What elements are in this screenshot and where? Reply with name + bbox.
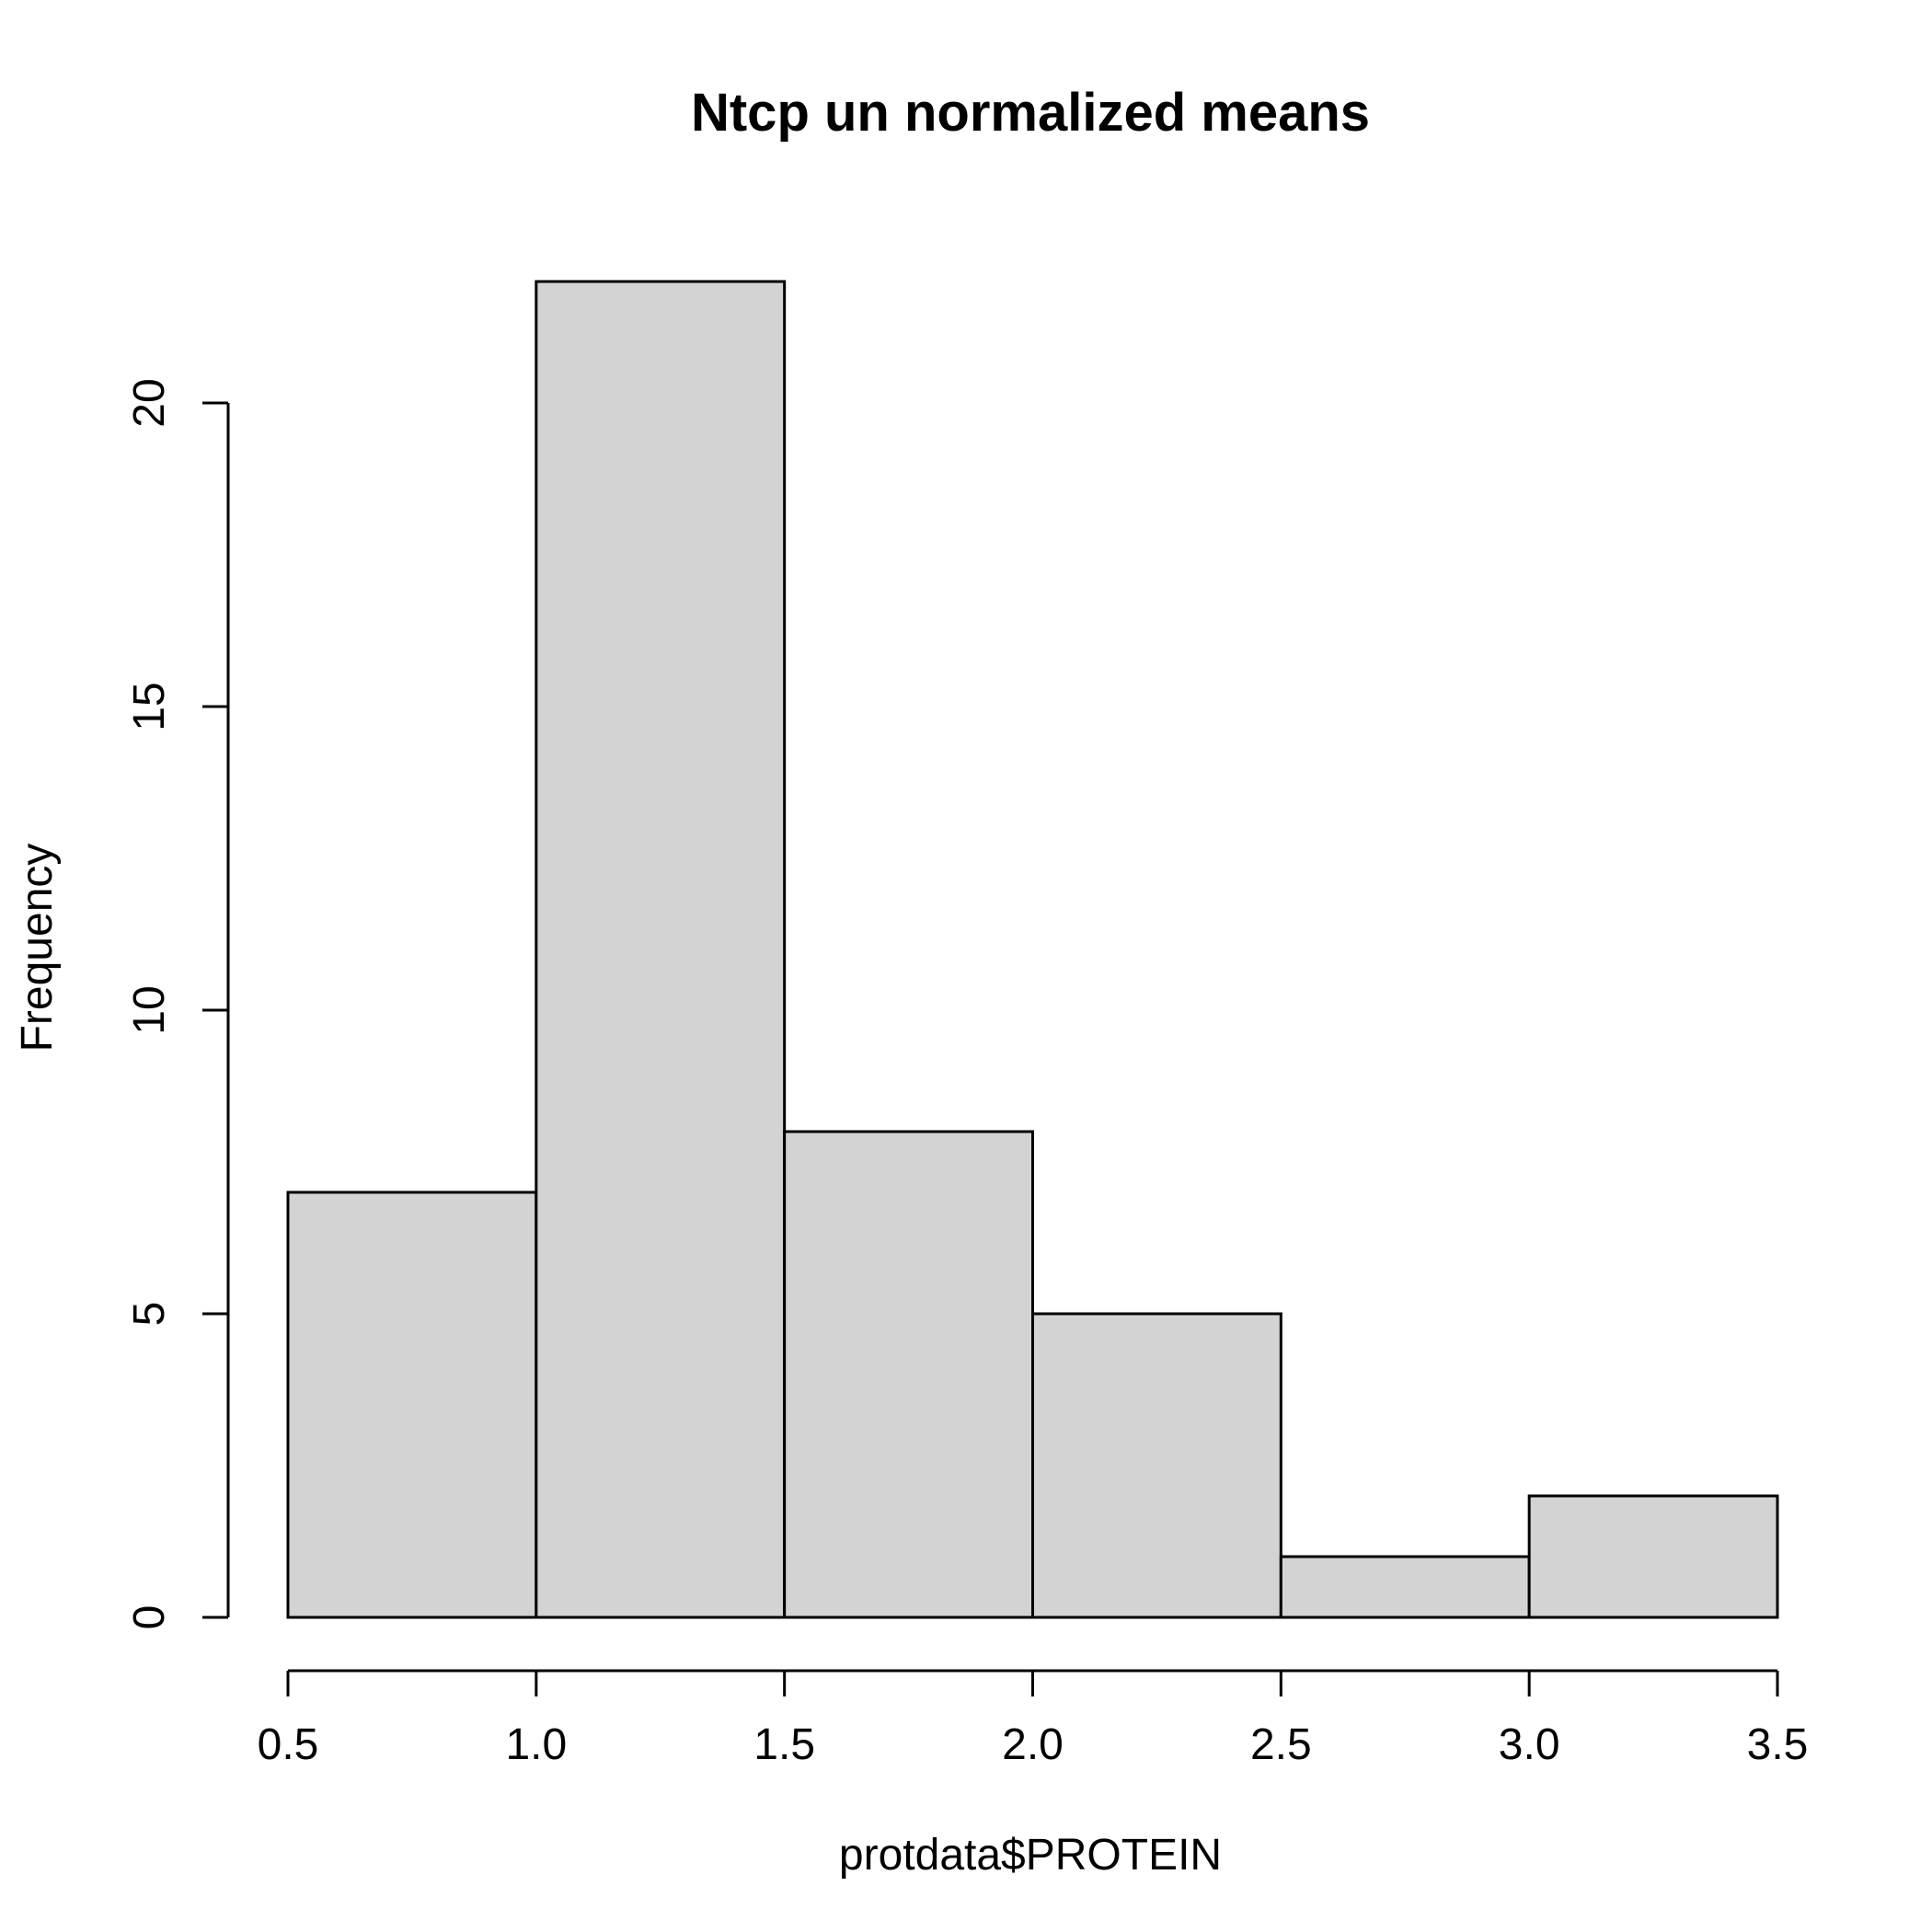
x-axis-label: protdata$PROTEIN [839, 1831, 1222, 1880]
x-tick-label: 1.0 [505, 1720, 567, 1769]
y-tick-label: 10 [125, 985, 174, 1034]
histogram-bar-5 [1279, 1555, 1531, 1619]
y-axis: 0 5 10 15 20 [125, 378, 230, 1630]
x-tick-label: 2.0 [1002, 1720, 1064, 1769]
x-tick-label: 3.0 [1499, 1720, 1560, 1769]
chart-title: Ntcp un normalized means [691, 83, 1370, 143]
bars-group [286, 280, 1779, 1619]
histogram-bar-6 [1527, 1494, 1779, 1619]
y-tick-label: 5 [125, 1302, 174, 1327]
y-tick-label: 20 [125, 378, 174, 427]
histogram-bar-4 [1031, 1312, 1282, 1619]
x-axis: 0.5 1.0 1.5 2.0 2.5 3.0 3.5 [258, 1669, 1809, 1769]
x-tick-label: 3.5 [1747, 1720, 1809, 1769]
histogram-bar-3 [783, 1130, 1035, 1619]
y-axis-label: Frequency [13, 844, 62, 1052]
x-tick-label: 1.5 [753, 1720, 815, 1769]
x-tick-label: 2.5 [1250, 1720, 1312, 1769]
x-tick-label: 0.5 [258, 1720, 319, 1769]
histogram-bar-2 [535, 280, 787, 1619]
histogram-bar-1 [286, 1190, 538, 1619]
y-tick-label: 15 [125, 682, 174, 730]
y-tick-label: 0 [125, 1605, 174, 1630]
